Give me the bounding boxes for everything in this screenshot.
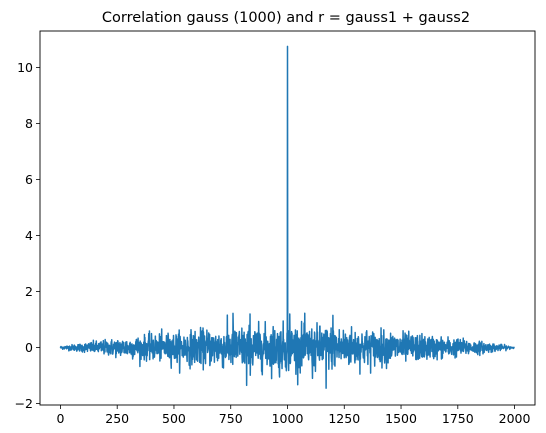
- y-axis: −2 0 2 4 6 8 10: [15, 60, 40, 411]
- x-tick-label: 2000: [499, 411, 531, 426]
- series-line: [59, 45, 516, 389]
- x-tick-label: 1250: [328, 411, 360, 426]
- x-tick-label: 1750: [442, 411, 474, 426]
- x-tick-label: 500: [162, 411, 186, 426]
- y-tick-label: 6: [25, 172, 33, 187]
- y-tick-label: 2: [25, 284, 33, 299]
- x-tick-label: 750: [219, 411, 243, 426]
- y-tick-label: 10: [17, 60, 33, 75]
- x-tick-label: 0: [56, 411, 64, 426]
- x-tick-label: 1500: [385, 411, 417, 426]
- y-tick-label: 8: [25, 116, 33, 131]
- x-tick-label: 1000: [272, 411, 304, 426]
- x-axis: 0 250 500 750 1000 1250 1500 1750 2000: [56, 405, 531, 426]
- y-tick-label: 0: [25, 340, 33, 355]
- y-tick-label: −2: [15, 396, 33, 411]
- y-tick-label: 4: [25, 228, 33, 243]
- x-tick-label: 250: [105, 411, 129, 426]
- chart-title: Correlation gauss (1000) and r = gauss1 …: [102, 10, 470, 26]
